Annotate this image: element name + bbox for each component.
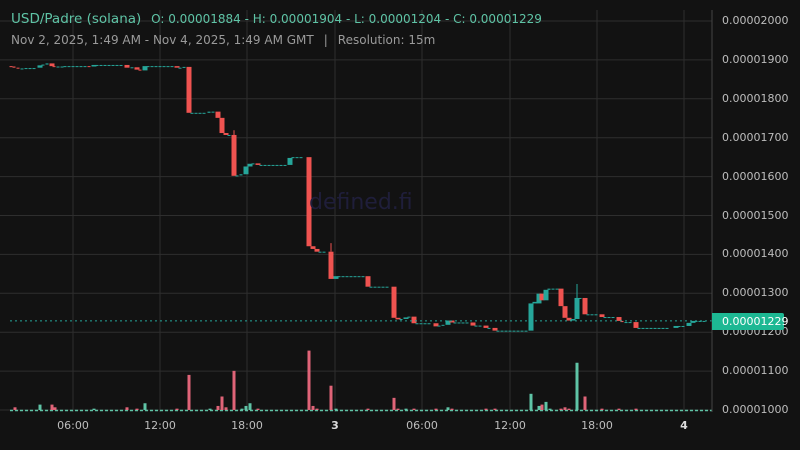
time-axis-label: 06:00 bbox=[406, 419, 438, 432]
price-axis-label: 0.00001300 bbox=[722, 286, 789, 300]
ohlc-values: O: 0.00001884 - H: 0.00001904 - L: 0.000… bbox=[151, 12, 542, 26]
current-price-tag: 0.00001229 bbox=[712, 312, 788, 330]
time-axis-label: 06:00 bbox=[57, 419, 89, 432]
chart-subtitle: Nov 2, 2025, 1:49 AM - Nov 4, 2025, 1:49… bbox=[11, 33, 435, 47]
price-axis-label: 0.00001900 bbox=[722, 52, 789, 66]
price-axis-label: 0.00001700 bbox=[722, 130, 789, 144]
pair-title: USD/Padre (solana) bbox=[11, 11, 142, 27]
time-axis-label: 18:00 bbox=[581, 419, 613, 432]
price-axis-label: 0.00001500 bbox=[722, 208, 789, 222]
time-axis-label: 12:00 bbox=[144, 419, 176, 432]
time-axis-label: 4 bbox=[680, 419, 688, 432]
price-axis-label: 0.00002000 bbox=[722, 14, 789, 27]
chart-legend: USD/Padre (solana) O: 0.00001884 - H: 0.… bbox=[11, 11, 542, 27]
separator: | bbox=[323, 33, 328, 47]
time-axis-label: 12:00 bbox=[494, 419, 526, 432]
time-axis-label: 18:00 bbox=[231, 419, 263, 432]
price-candles bbox=[9, 63, 706, 332]
time-axis-label: 3 bbox=[331, 419, 339, 432]
price-axis-label: 0.00001800 bbox=[722, 91, 789, 105]
price-axis-label: 0.00001100 bbox=[722, 364, 789, 378]
price-axis-label: 0.00001000 bbox=[722, 403, 789, 416]
grid-lines bbox=[0, 10, 712, 412]
watermark-logo: defined.fi bbox=[309, 190, 413, 215]
resolution-label[interactable]: Resolution: 15m bbox=[337, 33, 436, 47]
price-axis-label: 0.00001400 bbox=[722, 247, 789, 261]
date-range: Nov 2, 2025, 1:49 AM - Nov 4, 2025, 1:49… bbox=[11, 33, 314, 47]
price-axis-label: 0.00001600 bbox=[722, 169, 789, 183]
volume-bars bbox=[10, 350, 712, 412]
